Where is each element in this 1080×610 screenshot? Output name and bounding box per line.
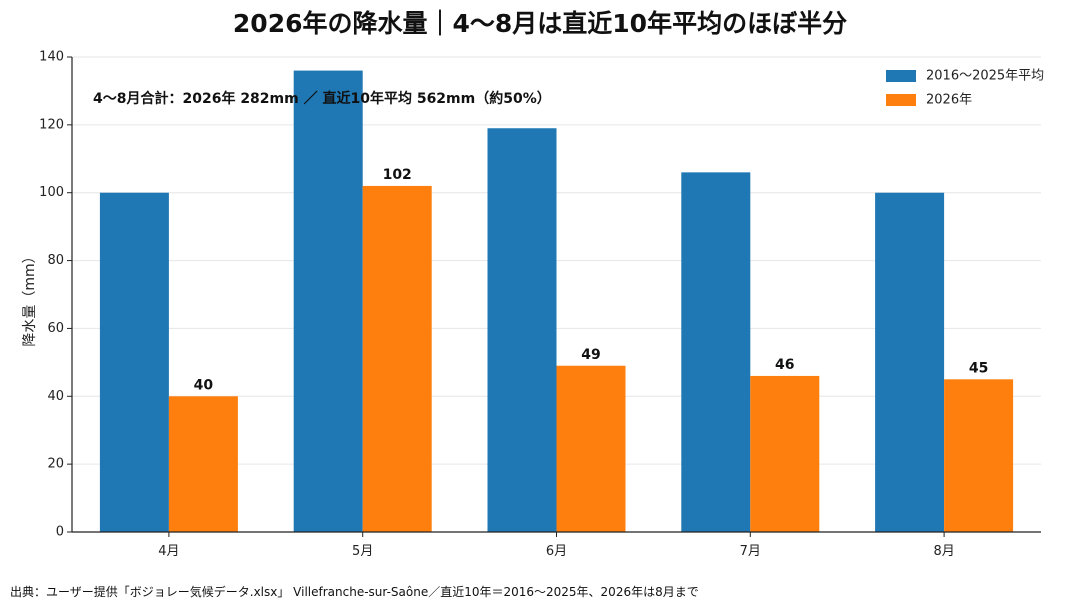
data-labels: 40 102 49 46 45 — [194, 167, 989, 393]
bar-average-4 — [99, 192, 169, 532]
bar-2026-4 — [168, 396, 238, 532]
total-annotation: 4〜8月合計：2026年 282mm ／ 直近10年平均 562mm（約50%） — [93, 90, 551, 107]
bars — [99, 70, 1014, 533]
bar-2026-6 — [556, 365, 626, 532]
legend: 2016〜2025年平均 2026年 — [886, 69, 1044, 108]
y-tick-label: 0 — [56, 525, 64, 540]
y-tick-label: 140 — [39, 50, 64, 65]
y-axis-label: 降水量（mm） — [22, 249, 38, 346]
bar-2026-5 — [362, 185, 432, 532]
data-label-2026: 49 — [581, 347, 600, 363]
bar-average-5 — [293, 70, 363, 533]
chart-title: 2026年の降水量｜4〜8月は直近10年平均のほぼ半分 — [232, 9, 848, 38]
bar-average-8 — [875, 192, 945, 532]
bar-average-7 — [681, 172, 751, 532]
x-tick-label: 5月 — [352, 544, 373, 559]
y-tick-label: 40 — [47, 389, 64, 404]
bar-2026-7 — [750, 375, 820, 532]
x-tick-label: 4月 — [158, 544, 179, 559]
axes: 0 20 40 60 80 100 120 140 4月 5月 6月 7月 8月 — [39, 50, 1041, 559]
bar-average-6 — [487, 128, 557, 532]
data-label-2026: 46 — [775, 357, 794, 373]
source-note: 出典：ユーザー提供「ボジョレー気候データ.xlsx」 Villefranche-… — [10, 585, 699, 599]
y-tick-label: 120 — [39, 117, 64, 132]
y-tick-label: 80 — [47, 253, 64, 268]
y-tick-label: 100 — [39, 185, 64, 200]
legend-label-average: 2016〜2025年平均 — [926, 69, 1044, 84]
y-tick-label: 20 — [47, 457, 64, 472]
x-tick-label: 6月 — [546, 544, 567, 559]
y-tick-label: 60 — [47, 321, 64, 336]
x-tick-label: 8月 — [933, 544, 954, 559]
legend-swatch-2026 — [886, 94, 916, 106]
legend-swatch-average — [886, 70, 916, 82]
data-label-2026: 40 — [194, 377, 214, 393]
legend-label-2026: 2026年 — [926, 93, 972, 108]
data-label-2026: 45 — [969, 360, 988, 376]
data-label-2026: 102 — [383, 167, 412, 183]
bar-2026-8 — [944, 379, 1014, 532]
x-tick-label: 7月 — [740, 544, 761, 559]
